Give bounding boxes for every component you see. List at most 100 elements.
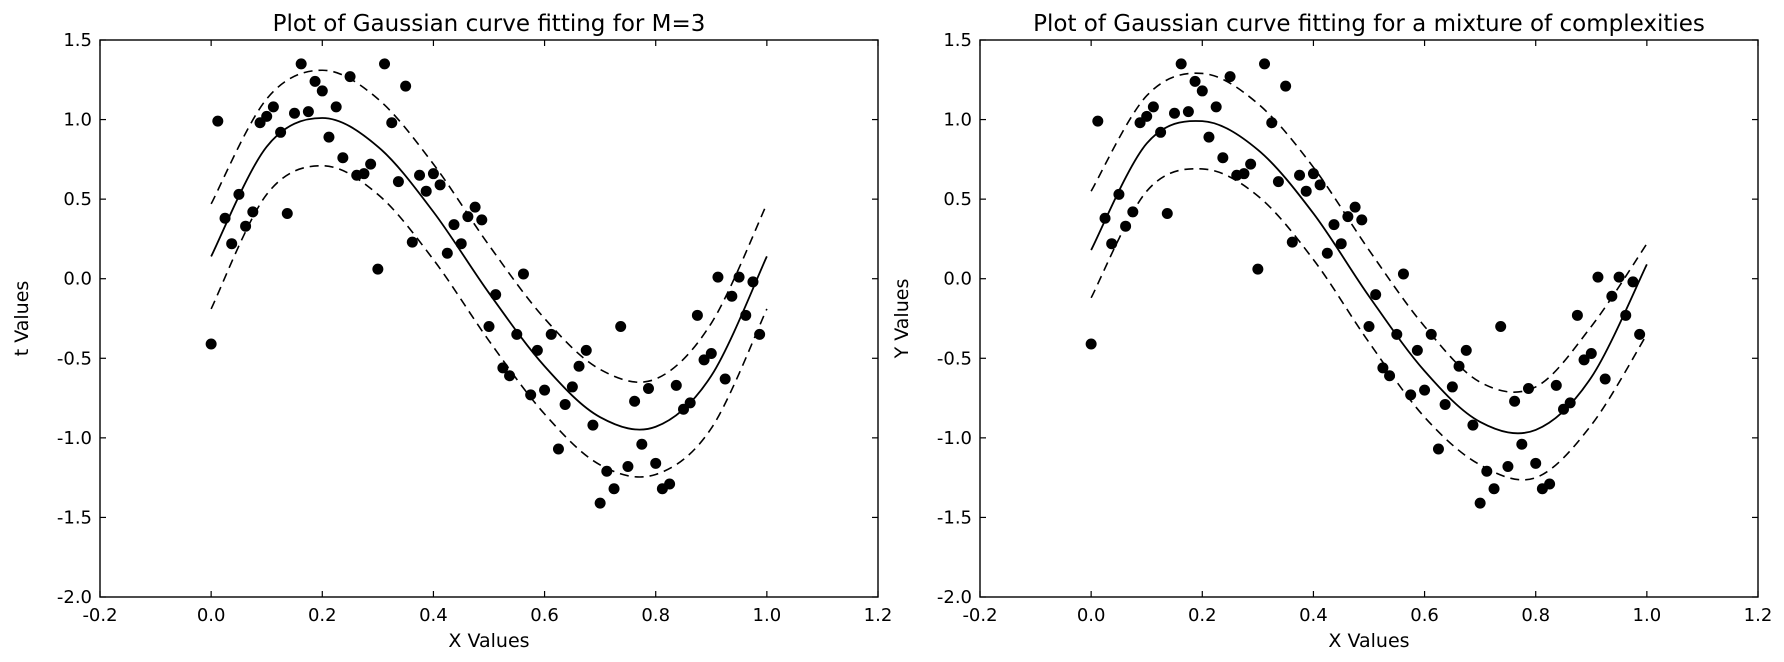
data-point: [670, 379, 682, 391]
chart-title: Plot of Gaussian curve fitting for a mix…: [1033, 11, 1705, 37]
data-point: [1335, 238, 1347, 250]
data-point: [379, 58, 391, 70]
data-point: [1280, 80, 1292, 92]
data-point: [1210, 101, 1222, 113]
data-point: [1182, 106, 1194, 118]
data-point: [233, 188, 245, 200]
data-point: [719, 373, 731, 385]
data-point: [455, 238, 467, 250]
data-point: [1286, 236, 1298, 248]
right-chart-panel: -0.2 0.0 0.2 0.4 0.6 0.8 1.0 1.2 -2.0 -1.5 -1.0 -0.…: [891, 11, 1772, 652]
data-point: [1620, 309, 1632, 321]
x-tick-label: 0.2: [308, 605, 337, 626]
data-point: [1502, 461, 1514, 472]
data-point: [427, 168, 439, 180]
data-point: [1592, 271, 1604, 283]
data-point: [372, 263, 384, 275]
data-point: [1120, 220, 1132, 232]
data-point: [212, 115, 224, 127]
plot-frame: [99, 39, 879, 598]
y-tick-label: 1.0: [943, 110, 972, 131]
data-point: [1474, 497, 1486, 509]
data-point: [1196, 85, 1208, 97]
data-point: [1411, 344, 1423, 356]
x-tick-label: 1.2: [1744, 605, 1773, 626]
data-point: [1259, 58, 1271, 70]
data-point: [1530, 457, 1542, 469]
data-point: [1599, 373, 1611, 385]
x-tick-label: 0.4: [1299, 605, 1328, 626]
x-tick-label: 0.4: [419, 605, 448, 626]
data-point: [1161, 207, 1173, 219]
data-point: [400, 80, 412, 92]
data-point: [1397, 268, 1409, 280]
y-tick-label: -0.5: [57, 348, 92, 369]
data-point: [1217, 152, 1229, 164]
data-point: [414, 169, 426, 181]
x-tick-label: 0.8: [1521, 605, 1550, 626]
data-point: [1516, 438, 1528, 450]
lower-band-line: [1090, 167, 1648, 481]
data-point: [684, 397, 696, 409]
data-point: [1627, 276, 1639, 288]
data-point: [289, 107, 300, 119]
data-point: [316, 85, 328, 97]
data-point: [1467, 419, 1479, 431]
fit-curve-line: [1090, 120, 1648, 435]
data-point: [1495, 320, 1507, 332]
data-point: [1453, 360, 1465, 372]
data-point: [476, 214, 488, 226]
data-point: [302, 106, 314, 118]
y-tick-label: 1.5: [63, 30, 92, 51]
x-tick-label: 1.0: [1633, 605, 1662, 626]
data-point: [587, 419, 599, 431]
data-point: [1245, 158, 1257, 170]
data-point: [1578, 354, 1590, 366]
data-point: [504, 370, 516, 382]
data-point: [1238, 168, 1250, 180]
upper-band-line: [1090, 72, 1648, 393]
y-tick-label: -1.0: [57, 428, 92, 449]
plot-frame: [979, 39, 1759, 598]
data-point: [1294, 169, 1306, 181]
data-point: [650, 457, 662, 469]
data-point: [1363, 320, 1375, 332]
data-point: [754, 328, 766, 340]
x-axis-label: X Values: [448, 630, 529, 652]
data-point: [219, 212, 231, 224]
data-point: [1127, 206, 1139, 218]
y-tick-label: -1.5: [57, 507, 92, 528]
y-tick-label: 1.0: [63, 110, 92, 131]
y-tick-label: -1.0: [937, 428, 972, 449]
y-tick-label: -2.0: [937, 587, 972, 608]
data-point: [573, 360, 585, 372]
x-tick-label: 0.2: [1188, 605, 1217, 626]
left-chart-panel: -0.2 0.0 0.2 0.4 0.6 0.8 1.0 1.2 -2.0 -1.5 -1.0 -0.…: [11, 11, 892, 652]
data-point: [1564, 397, 1576, 409]
data-point: [1634, 328, 1646, 340]
data-point: [1585, 348, 1597, 360]
data-point: [1522, 383, 1534, 395]
data-point: [622, 461, 634, 472]
data-point: [1377, 362, 1389, 374]
x-tick-label: 0.6: [530, 605, 559, 626]
upper-band-line: [210, 69, 768, 383]
x-tick-label: -0.2: [82, 605, 117, 626]
data-point: [1571, 309, 1583, 321]
data-point: [386, 117, 398, 129]
data-point: [365, 158, 377, 170]
data-point: [420, 185, 432, 197]
x-tick-label: 1.2: [864, 605, 893, 626]
data-point: [726, 290, 738, 302]
data-point: [1481, 465, 1493, 477]
data-point: [1488, 483, 1500, 495]
data-point: [434, 179, 446, 191]
data-point: [525, 389, 537, 401]
data-point: [323, 131, 335, 143]
data-point: [1550, 379, 1562, 391]
data-point: [281, 207, 293, 219]
data-point: [1321, 247, 1333, 259]
data-point: [1106, 238, 1118, 250]
data-point: [462, 211, 474, 223]
